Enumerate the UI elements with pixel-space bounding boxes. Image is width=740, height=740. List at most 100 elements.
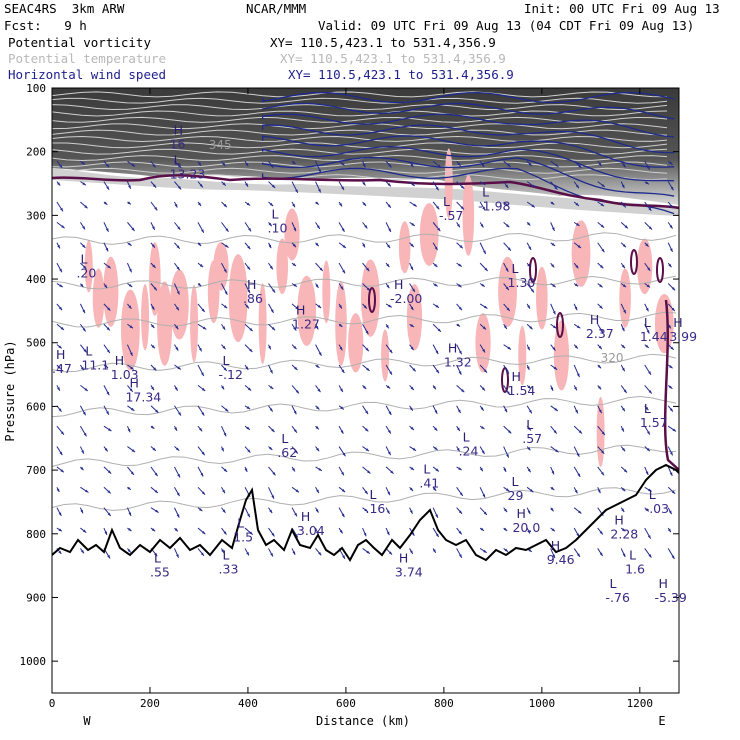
- wind-vector-head: [201, 372, 204, 377]
- wind-vector-head: [505, 203, 509, 207]
- wind-vector-head: [341, 471, 344, 476]
- wind-vector-head: [316, 447, 320, 452]
- wind-vector-head: [387, 430, 391, 434]
- y-tick-label: 600: [26, 400, 46, 413]
- wind-vector-head: [129, 325, 133, 329]
- wind-vector-head: [574, 489, 578, 494]
- wind-vector-head: [362, 163, 366, 168]
- wind-vector-head: [245, 183, 249, 187]
- wind-vector-head: [153, 287, 157, 291]
- wind-vector-head: [366, 267, 370, 272]
- wind-vector-head: [245, 305, 249, 309]
- x-tick-label: 200: [140, 697, 160, 710]
- wind-vector-head: [104, 531, 107, 535]
- wind-vector-head: [154, 552, 158, 557]
- extremum-label: H2.28: [610, 512, 638, 541]
- wind-vector-head: [316, 364, 320, 368]
- extremum-kind: H: [614, 512, 623, 527]
- wind-vector-head: [600, 265, 604, 269]
- wind-vector-head: [293, 283, 297, 287]
- pv-shade-blob: [518, 325, 527, 386]
- wind-vector-head: [575, 202, 579, 206]
- extremum-kind: H: [394, 277, 403, 292]
- wind-vector-head: [601, 184, 605, 188]
- extremum-value: .10: [268, 221, 288, 236]
- extremum-value: 2.28: [610, 526, 638, 541]
- extremum-label: H.86: [243, 277, 263, 306]
- theta-contour: [52, 123, 668, 130]
- x-axis: 0 200 400 600 800 1000 1200: [49, 88, 653, 710]
- wind-vector-head: [315, 509, 319, 513]
- wind-vector-head: [174, 204, 178, 208]
- wind-vector-head: [555, 163, 559, 167]
- wind-vector-head: [412, 447, 417, 451]
- wind-vector-head: [294, 512, 297, 517]
- extremum-label: L1.57: [640, 401, 668, 430]
- wind-vector-head: [128, 283, 133, 287]
- wind-vector-head: [319, 267, 323, 271]
- extremum-kind: L: [512, 474, 519, 489]
- extremum-kind: H: [296, 302, 305, 317]
- wind-vector-head: [292, 263, 297, 266]
- wind-vector-head: [505, 268, 509, 272]
- wind-vector-head: [622, 164, 626, 168]
- wind-vector-head: [458, 306, 462, 311]
- wind-vector-head: [554, 407, 558, 411]
- wind-vector-head: [295, 306, 299, 310]
- wind-vector-head: [58, 306, 63, 311]
- wind-vector-head: [340, 286, 344, 290]
- wind-vector-head: [458, 284, 462, 288]
- wind-vector-head: [669, 472, 673, 476]
- extremum-kind: H: [129, 376, 138, 391]
- extremum-label: L-.57: [439, 194, 463, 223]
- wind-vector-head: [129, 388, 133, 392]
- wind-vector-head: [58, 550, 62, 554]
- extremum-kind: H: [56, 347, 65, 362]
- wind-vector-head: [225, 408, 229, 412]
- extremum-kind: L: [423, 461, 430, 476]
- wind-vector-head: [527, 530, 530, 534]
- wind-vector-head: [409, 510, 413, 514]
- wind-vector-head: [482, 349, 486, 353]
- wind-vector-head: [484, 267, 488, 271]
- extremum-value: 1.27: [292, 316, 320, 331]
- extremum-label: H-2.00: [390, 277, 422, 306]
- wind-vector-head: [247, 289, 250, 294]
- extremum-value: 1.57: [640, 415, 668, 430]
- wind-vector-head: [362, 202, 367, 206]
- wind-vector-head: [83, 349, 87, 353]
- wind-vector-head: [176, 245, 180, 249]
- wind-vector-head: [621, 345, 626, 349]
- wind-vector-head: [410, 346, 414, 351]
- theta-contour: [52, 275, 677, 290]
- pv-shade-blob: [103, 256, 119, 327]
- extremum-label: H1.54: [508, 369, 536, 398]
- wind-vector-head: [668, 510, 672, 515]
- wind-vector-head: [318, 169, 321, 173]
- wind-vectors: [56, 160, 677, 560]
- extremum-value: .86: [243, 291, 263, 306]
- wind-vector-head: [293, 429, 297, 433]
- wind-vector-head: [527, 222, 531, 226]
- extremum-value: -5.39: [655, 590, 687, 605]
- wind-vector-head: [154, 489, 158, 493]
- wind-vector-head: [576, 373, 580, 377]
- wind-vector-head: [600, 329, 603, 333]
- extremum-kind: L: [80, 251, 87, 266]
- wind-vector-head: [85, 489, 89, 493]
- wind-vector-head: [409, 550, 413, 554]
- wind-vector-head: [201, 531, 206, 535]
- wind-vector-head: [435, 350, 439, 355]
- wind-vector-head: [387, 204, 391, 208]
- wind-contour: [261, 146, 675, 182]
- extremum-label: H3.74: [395, 551, 423, 580]
- wind-vector-head: [177, 164, 182, 168]
- wind-vector-head: [152, 447, 156, 451]
- wind-vector-head: [388, 304, 392, 308]
- wind-vector-head: [386, 284, 390, 289]
- init-time: Init: 00 UTC Fri 09 Aug 13: [524, 1, 720, 16]
- pv-shade-blob: [335, 281, 347, 366]
- wind-vector-head: [197, 283, 202, 287]
- extremum-label: L-1.98: [478, 184, 510, 213]
- wind-vector-head: [366, 367, 370, 371]
